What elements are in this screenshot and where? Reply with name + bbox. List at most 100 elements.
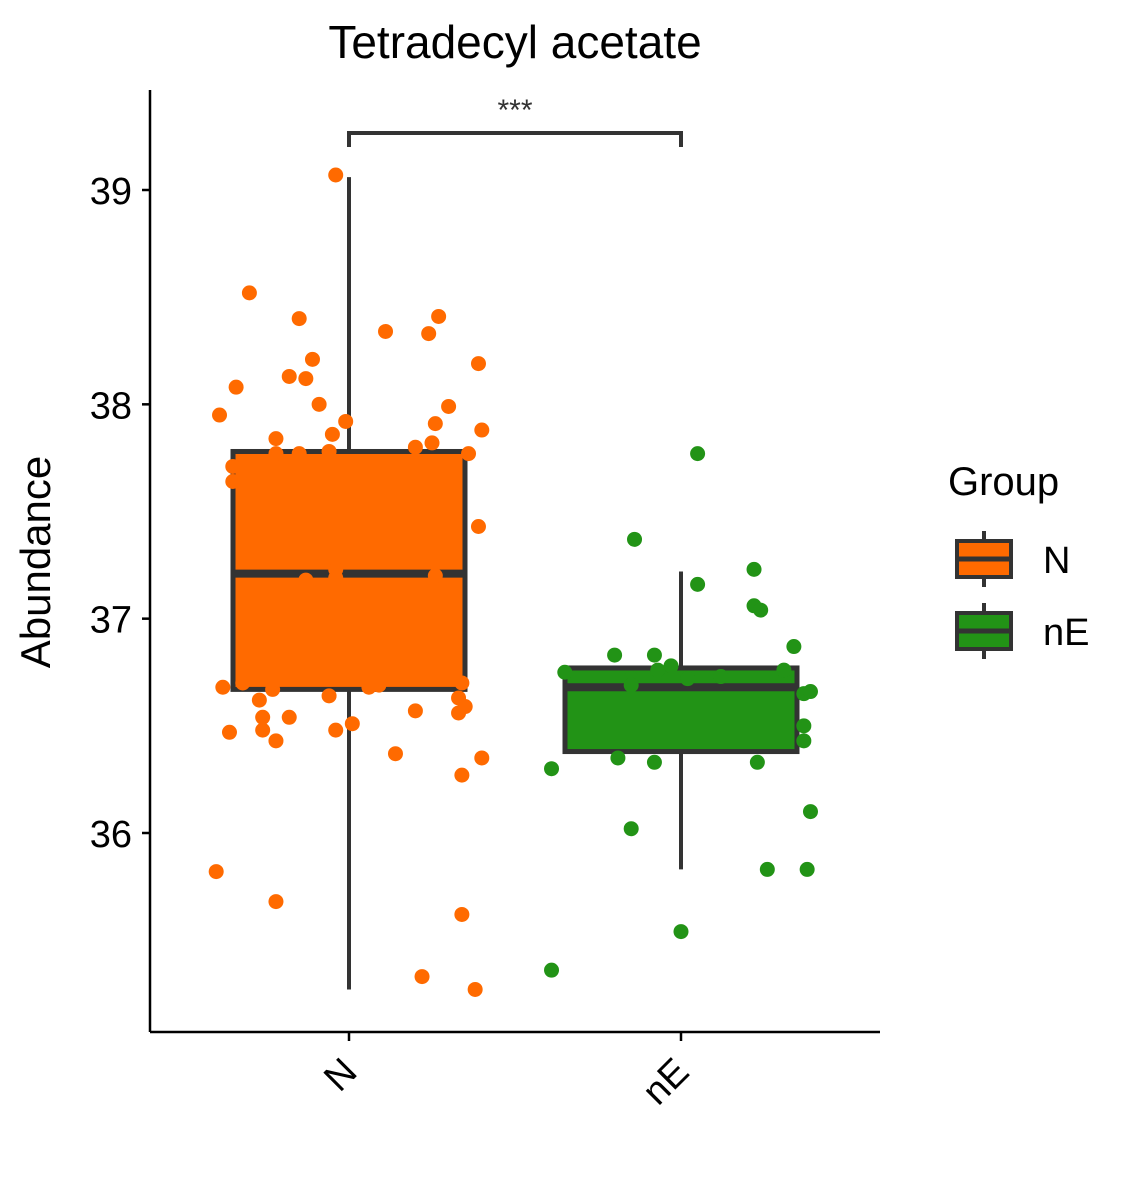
data-point: [298, 572, 314, 588]
y-tick-label: 37: [90, 600, 132, 642]
x-tick-label: N: [316, 1051, 365, 1100]
data-point: [225, 458, 241, 474]
data-point: [753, 602, 769, 618]
data-point: [796, 733, 812, 749]
data-point: [221, 724, 237, 740]
data-point: [212, 407, 228, 423]
data-point: [690, 446, 706, 462]
data-point: [713, 669, 729, 685]
data-point: [291, 446, 307, 462]
data-point: [225, 473, 241, 489]
data-point: [759, 861, 775, 877]
data-point: [344, 716, 360, 732]
data-point: [557, 664, 573, 680]
box-nE: [562, 571, 800, 870]
data-point: [544, 962, 560, 978]
data-point: [746, 561, 762, 577]
data-point: [387, 746, 403, 762]
data-point: [268, 446, 284, 462]
data-point: [623, 677, 639, 693]
data-point: [407, 703, 423, 719]
boxes: [208, 167, 818, 997]
data-point: [749, 754, 765, 770]
data-point: [461, 446, 477, 462]
data-point: [268, 894, 284, 910]
data-point: [281, 709, 297, 725]
box-iqr: [562, 665, 800, 755]
data-point: [328, 722, 344, 738]
data-point: [321, 443, 337, 459]
data-point: [328, 561, 344, 577]
x-tick-label: nE: [635, 1051, 698, 1114]
data-point: [474, 422, 490, 438]
y-tick-label: 38: [90, 385, 132, 427]
data-point: [235, 675, 251, 691]
data-point: [427, 416, 443, 432]
data-point: [407, 439, 423, 455]
axes: 36 37 38 39 N nE: [90, 90, 880, 1113]
box-N: [230, 177, 468, 990]
data-point: [414, 969, 430, 985]
data-point: [454, 767, 470, 783]
y-tick-label: 36: [90, 814, 132, 856]
data-point: [281, 368, 297, 384]
data-point: [650, 662, 666, 678]
significance-bracket: ***: [347, 94, 683, 147]
data-point: [799, 861, 815, 877]
data-point: [802, 804, 818, 820]
data-point: [680, 671, 696, 687]
data-point: [690, 576, 706, 592]
data-point: [470, 519, 486, 535]
data-point: [324, 426, 340, 442]
data-point: [474, 750, 490, 766]
data-point: [215, 679, 231, 695]
significance-label: ***: [497, 94, 532, 127]
data-point: [431, 308, 447, 324]
data-point: [451, 690, 467, 706]
data-point: [304, 351, 320, 367]
data-point: [441, 398, 457, 414]
data-point: [646, 754, 662, 770]
bracket-line: [347, 131, 683, 147]
data-point: [796, 718, 812, 734]
data-point: [268, 733, 284, 749]
data-point: [251, 692, 267, 708]
data-point: [610, 750, 626, 766]
data-point: [607, 647, 623, 663]
data-point: [427, 568, 443, 584]
chart-title: Tetradecyl acetate: [328, 16, 701, 68]
legend-title: Group: [948, 460, 1059, 504]
legend-label: N: [1043, 540, 1070, 582]
data-point: [268, 431, 284, 447]
data-point: [371, 677, 387, 693]
data-point: [208, 864, 224, 880]
data-point: [421, 326, 437, 342]
data-point: [623, 821, 639, 837]
data-point: [454, 675, 470, 691]
data-point: [470, 356, 486, 372]
data-point: [241, 285, 257, 301]
data-point: [338, 413, 354, 429]
data-point: [311, 396, 327, 412]
data-point: [802, 684, 818, 700]
data-point: [298, 371, 314, 387]
data-point: [321, 688, 337, 704]
data-point: [467, 981, 483, 997]
data-point: [255, 722, 271, 738]
y-axis-label: Abundance: [12, 456, 59, 669]
data-point: [776, 662, 792, 678]
data-point: [673, 924, 689, 940]
data-point: [786, 639, 802, 655]
legend: Group NnE: [948, 460, 1089, 659]
data-point: [544, 761, 560, 777]
data-point: [454, 906, 470, 922]
data-point: [291, 311, 307, 327]
data-point: [646, 647, 662, 663]
data-point: [424, 435, 440, 451]
data-point: [228, 379, 244, 395]
data-point: [663, 658, 679, 674]
data-point: [627, 531, 643, 547]
legend-label: nE: [1043, 612, 1089, 654]
